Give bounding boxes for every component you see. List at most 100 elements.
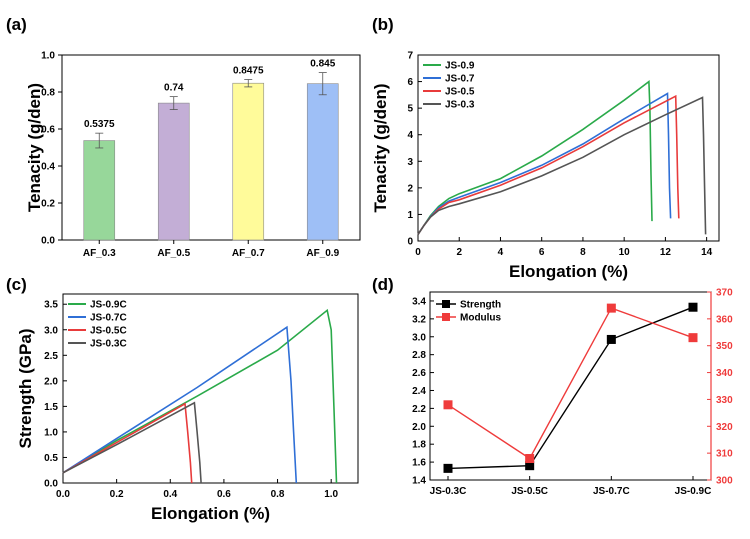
y-tick-label: 2.0 [44, 376, 58, 387]
y-tick-label: 0.8 [41, 88, 55, 99]
y-right-tick-label: 330 [716, 395, 733, 406]
series-line [447, 307, 694, 460]
plot-frame [62, 293, 359, 484]
x-axis-label: Elongation (%) [151, 504, 270, 523]
bar [157, 102, 190, 241]
legend-label: JS-0.9C [90, 300, 127, 311]
legend-label: JS-0.3 [445, 100, 475, 111]
y-left-tick-label: 2.8 [412, 350, 426, 361]
x-tick-label: 12 [660, 247, 672, 258]
series-line [417, 96, 707, 235]
series-marker [606, 303, 616, 313]
y-tick-label: 1.0 [41, 51, 55, 62]
y-left-tick-label: 1.4 [412, 476, 426, 487]
x-tick-label: JS-0.5C [511, 486, 548, 497]
y-right-tick-label: 300 [716, 476, 733, 487]
y-axis-label: Tenacity (g/den) [371, 83, 390, 212]
y-left-tick-label: 1.6 [412, 458, 426, 469]
series-marker [606, 334, 616, 344]
panel-a-bar-chart: 0.0 0.2 0.4 0.6 0.8 1.0 0.5375 AF_0.3 0.74 AF_0.5… [25, 51, 361, 259]
x-tick-label: 0.6 [217, 489, 231, 500]
y-right-tick-label: 320 [716, 422, 733, 433]
legend-label: JS-0.3C [90, 339, 127, 350]
x-tick-label: AF_0.5 [157, 248, 190, 259]
legend-label: JS-0.7 [445, 74, 475, 85]
y-axis-label: Strength (GPa) [16, 329, 35, 449]
y-tick-label: 0.5 [44, 453, 58, 464]
panel-title-b: (b) [372, 15, 394, 34]
series-line [62, 402, 193, 484]
x-tick-label: 0.4 [163, 489, 177, 500]
y-tick-label: 1.0 [44, 427, 58, 438]
x-tick-label: 2 [456, 247, 462, 258]
y-tick-label: 0.0 [44, 479, 58, 490]
panel-title-c: (c) [6, 275, 27, 294]
x-tick-label: JS-0.7C [593, 486, 630, 497]
bar [232, 82, 265, 241]
y-right-tick-label: 340 [716, 368, 733, 379]
y-left-tick-label: 2.2 [412, 404, 426, 415]
series-line [447, 306, 694, 470]
series-marker [688, 333, 698, 343]
y-left-tick-label: 3.4 [412, 296, 426, 307]
series-line [62, 401, 202, 484]
y-tick-label: 0.2 [41, 199, 55, 210]
data-label: 0.5375 [84, 119, 115, 130]
y-left-tick-label: 3.0 [412, 332, 426, 343]
y-tick-label: 0 [407, 237, 413, 248]
x-tick-label: 0 [415, 247, 421, 258]
x-tick-label: 0.2 [110, 489, 124, 500]
y-left-tick-label: 3.2 [412, 314, 426, 325]
x-tick-label: 4 [498, 247, 504, 258]
plot-frame [417, 54, 720, 242]
legend-label: JS-0.9 [445, 61, 475, 72]
y-tick-label: 0.0 [41, 236, 55, 247]
x-tick-label: 10 [619, 247, 631, 258]
y-left-tick-label: 2.6 [412, 368, 426, 379]
series-marker [688, 302, 698, 312]
x-tick-label: 0.8 [271, 489, 285, 500]
legend-label: JS-0.7C [90, 313, 127, 324]
data-label: 0.845 [310, 59, 335, 70]
x-tick-label: JS-0.3C [430, 486, 467, 497]
y-tick-label: 0.4 [41, 162, 55, 173]
plot-frame [61, 54, 361, 241]
y-tick-label: 2.5 [44, 351, 58, 362]
legend-label: JS-0.5 [445, 87, 475, 98]
panel-d-dual-axis-chart: 1.4 1.6 1.8 2.0 2.2 2.4 2.6 2.8 3.0 3.2 3.4 300 310 3… [412, 288, 733, 498]
x-tick-label: 8 [580, 247, 586, 258]
data-label: 0.74 [164, 83, 184, 94]
x-tick-label: AF_0.3 [83, 248, 116, 259]
y-left-tick-label: 1.8 [412, 440, 426, 451]
x-tick-label: 0.0 [56, 489, 70, 500]
y-tick-label: 1 [407, 210, 413, 221]
series-marker [525, 454, 535, 464]
series-marker [443, 400, 453, 410]
series-line [62, 325, 298, 484]
x-tick-label: AF_0.7 [232, 248, 265, 259]
y-right-tick-label: 350 [716, 341, 733, 352]
x-tick-label: JS-0.9C [675, 486, 712, 497]
data-label: 0.8475 [233, 66, 264, 77]
legend-label: Modulus [460, 313, 502, 324]
x-tick-label: AF_0.9 [306, 248, 339, 259]
y-tick-label: 7 [407, 51, 413, 62]
y-tick-label: 4 [407, 130, 413, 141]
y-tick-label: 3.0 [44, 325, 58, 336]
y-right-tick-label: 310 [716, 449, 733, 460]
y-left-tick-label: 2.4 [412, 386, 426, 397]
series-line [62, 308, 338, 484]
y-tick-label: 5 [407, 104, 413, 115]
y-axis-label: Tenacity (g/den) [25, 83, 44, 212]
y-tick-label: 0.6 [41, 125, 55, 136]
bar [83, 140, 116, 241]
x-tick-label: 1.0 [324, 489, 338, 500]
y-tick-label: 2 [407, 183, 413, 194]
legend-swatch-marker [442, 300, 450, 308]
legend-label: Strength [460, 300, 501, 311]
y-tick-label: 6 [407, 77, 413, 88]
legend-label: JS-0.5C [90, 326, 127, 337]
y-tick-label: 1.5 [44, 402, 58, 413]
